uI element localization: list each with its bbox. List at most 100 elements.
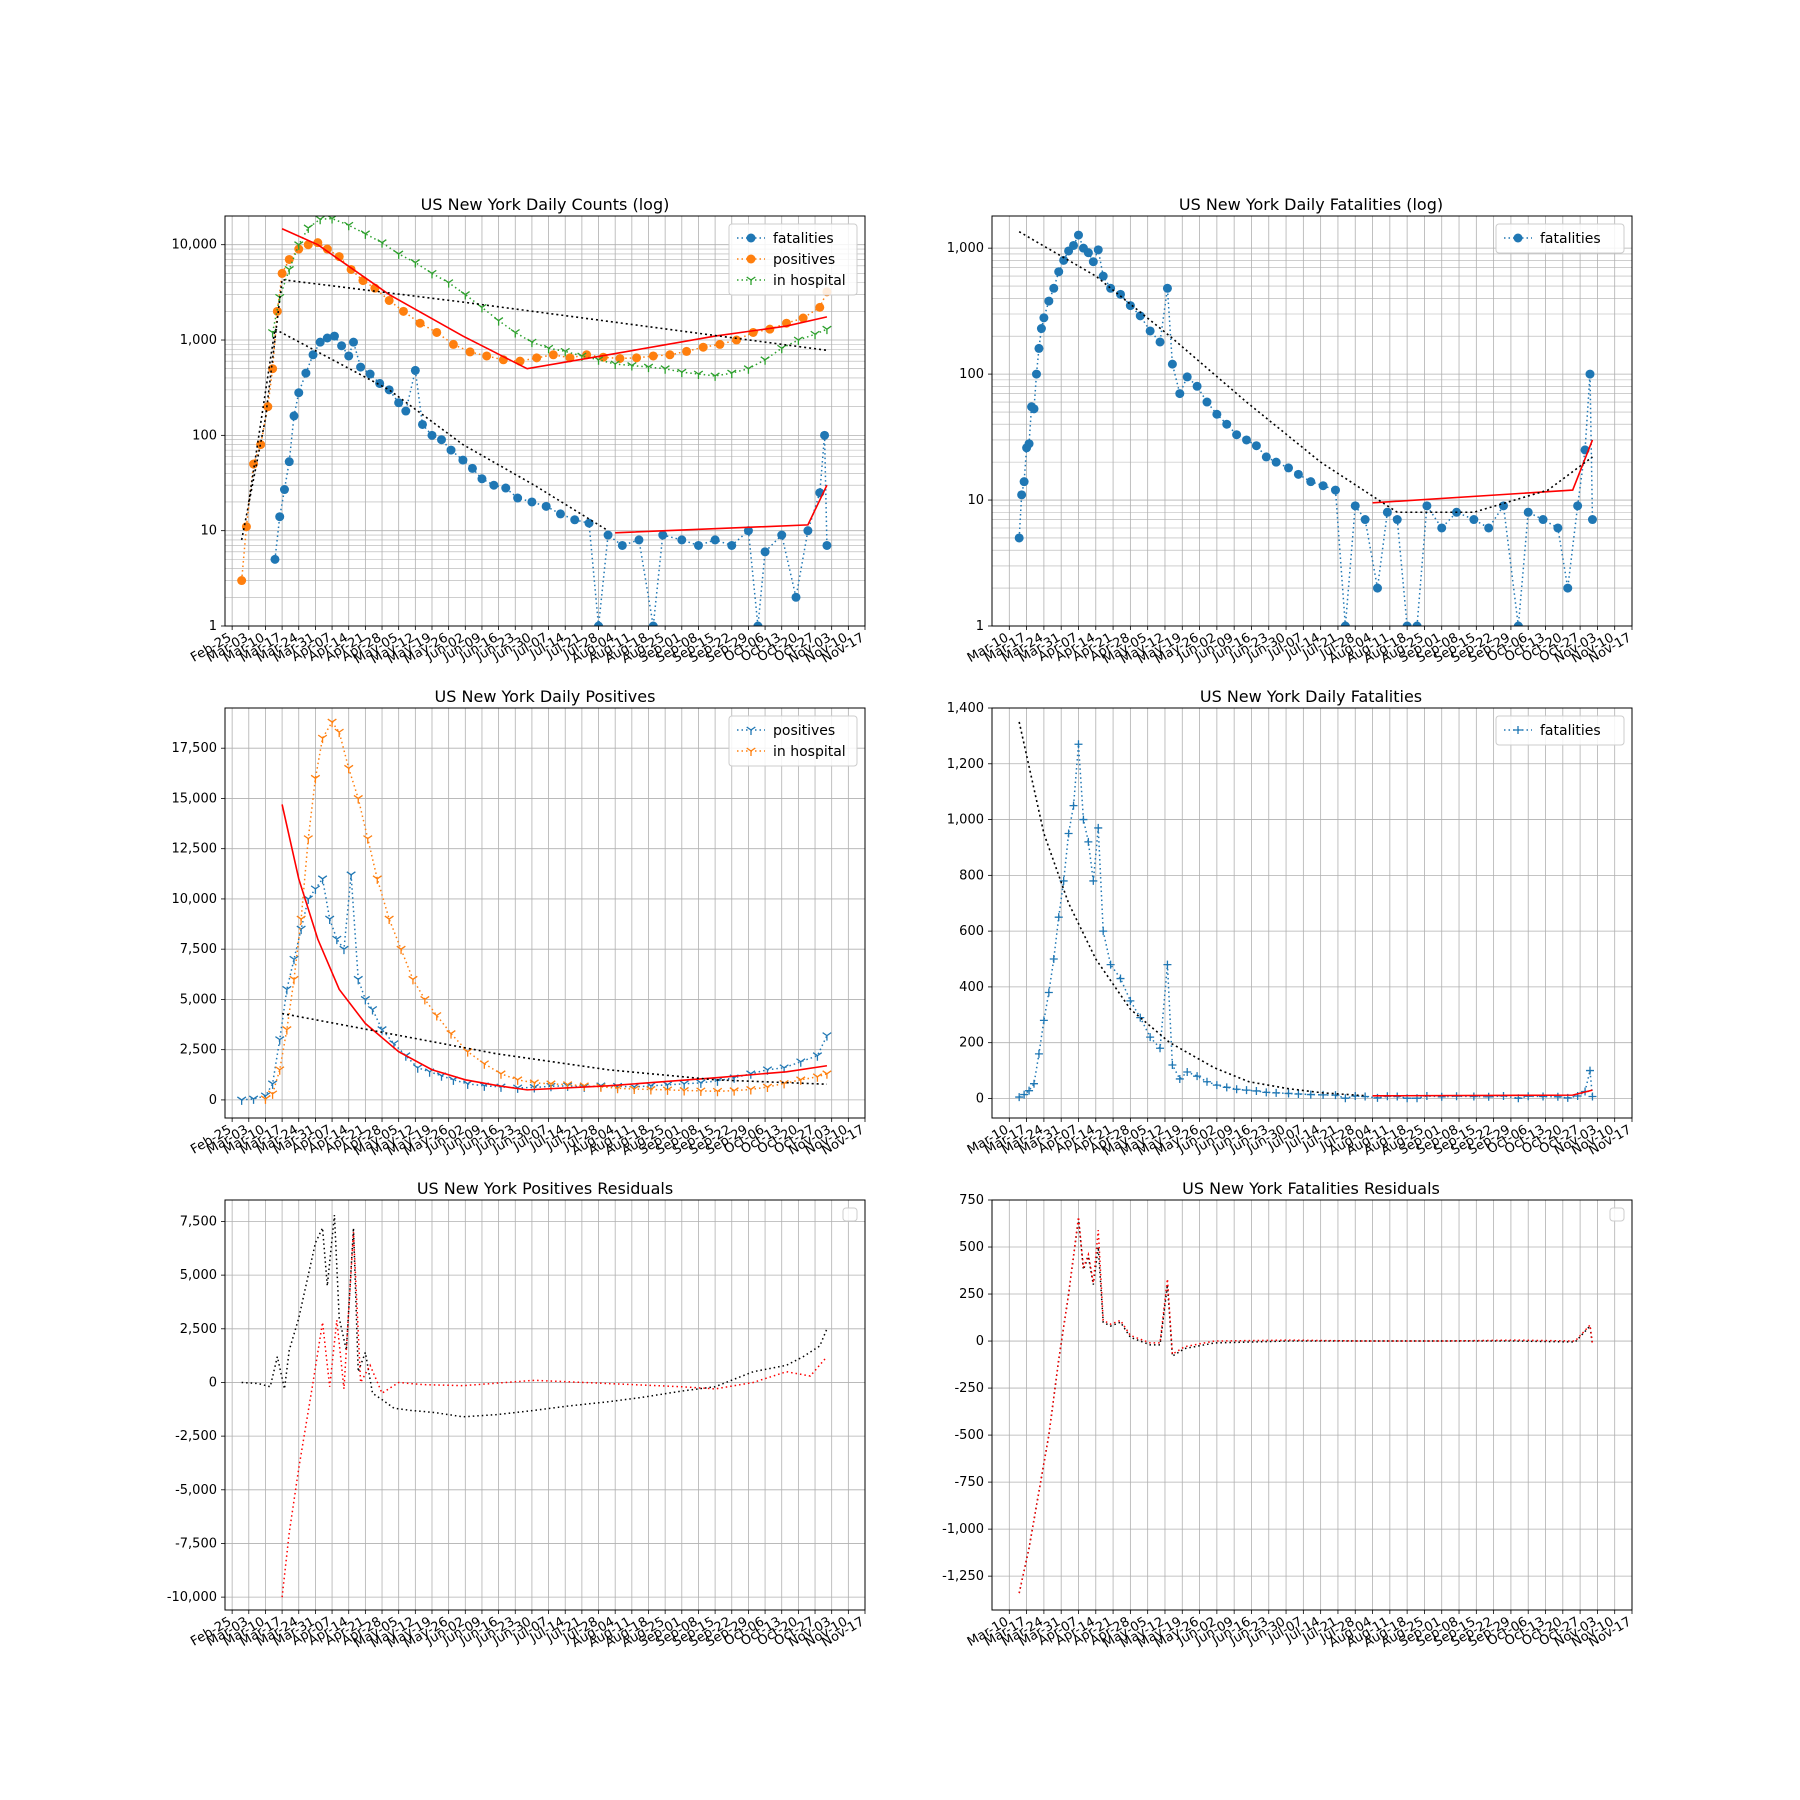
data-point-fatalities <box>322 333 332 343</box>
data-point-fatalities <box>1183 1067 1192 1076</box>
y-tick-label: -5,000 <box>175 1483 217 1498</box>
data-point-in-hospital <box>746 1085 756 1095</box>
plot-area <box>241 1214 828 1598</box>
data-point-fatalities <box>1031 369 1041 379</box>
panel-counts-log: US New York Daily Counts (log) Feb-25Mar… <box>172 195 868 667</box>
data-point-in-hospital <box>303 224 313 233</box>
panel-title: US New York Daily Fatalities <box>1200 687 1422 706</box>
y-tick-label: 10 <box>967 493 984 508</box>
data-point-fatalities <box>1272 1088 1281 1097</box>
series-line-positives <box>241 874 828 1101</box>
data-point-fatalities <box>1306 477 1316 487</box>
panel-positives-linear: US New York Daily Positives Feb-25Mar-03… <box>172 687 868 1159</box>
data-point-positives <box>662 1081 673 1090</box>
data-point-positives <box>732 335 742 345</box>
fit-line <box>1372 1089 1593 1097</box>
data-point-fatalities <box>1115 289 1125 299</box>
data-point-positives <box>815 302 825 312</box>
data-point-fatalities <box>294 388 304 398</box>
data-point-fatalities <box>1116 974 1125 983</box>
y-tick-label: -2,500 <box>175 1429 217 1444</box>
legend-label: in hospital <box>773 744 846 760</box>
data-point-fatalities <box>1163 960 1172 969</box>
data-point-in-hospital <box>822 325 832 335</box>
data-point-in-hospital <box>510 328 520 338</box>
data-point-fatalities <box>570 515 580 525</box>
fit-line <box>1372 439 1594 504</box>
data-point-fatalities <box>1261 452 1271 462</box>
legend-marker <box>746 276 756 285</box>
series-line-residual <box>241 1214 828 1418</box>
y-tick-label: 12,500 <box>172 842 218 857</box>
data-point-fatalities <box>1020 1090 1029 1099</box>
panel-positives-residuals: US New York Positives Residuals Feb-25Ma… <box>167 1179 867 1651</box>
plot-area <box>1014 230 1597 626</box>
data-point-fatalities <box>1499 501 1509 511</box>
data-point-positives <box>317 875 328 884</box>
trend-line <box>248 327 609 532</box>
data-point-in-hospital <box>793 336 804 346</box>
data-point-in-hospital <box>260 1095 271 1104</box>
data-point-fatalities <box>1293 469 1303 479</box>
data-point-in-hospital <box>410 258 421 268</box>
data-point-fatalities <box>1341 1094 1350 1103</box>
data-point-in-hospital <box>443 279 454 288</box>
data-point-in-hospital <box>294 241 304 250</box>
data-point-in-hospital <box>696 1087 706 1096</box>
y-tick-label: 10 <box>200 524 217 539</box>
data-point-fatalities <box>315 337 325 347</box>
panel-title: US New York Daily Fatalities (log) <box>1179 195 1443 214</box>
data-point-fatalities <box>1192 381 1202 391</box>
data-point-fatalities <box>1553 523 1563 533</box>
data-point-in-hospital <box>317 734 328 744</box>
data-point-fatalities <box>1513 621 1523 626</box>
legend-label: in hospital <box>773 273 846 289</box>
panel-title: US New York Fatalities Residuals <box>1182 1179 1440 1198</box>
data-point-in-hospital <box>693 370 704 380</box>
data-point-fatalities <box>467 463 477 473</box>
data-point-fatalities <box>1135 311 1145 321</box>
y-tick-label: 17,500 <box>172 741 218 756</box>
data-point-fatalities <box>1306 1090 1315 1099</box>
y-tick-label: -750 <box>954 1475 984 1490</box>
series-line-residual <box>1018 1216 1594 1594</box>
data-point-fatalities <box>1015 1093 1024 1102</box>
y-tick-label: -10,000 <box>167 1590 217 1605</box>
data-point-fatalities <box>289 411 299 421</box>
data-point-fatalities <box>791 592 801 602</box>
data-point-fatalities <box>1539 1092 1548 1101</box>
data-point-in-hospital <box>822 1070 832 1079</box>
data-point-positives <box>796 1058 806 1067</box>
y-tick-label: 100 <box>959 367 984 382</box>
data-point-positives <box>615 353 625 363</box>
data-point-fatalities <box>1222 419 1232 429</box>
data-point-in-hospital <box>610 360 620 370</box>
data-point-fatalities <box>1469 1092 1478 1101</box>
data-point-fatalities <box>820 430 830 440</box>
data-point-in-hospital <box>360 230 371 239</box>
y-tick-label: -1,250 <box>942 1569 984 1584</box>
data-point-in-hospital <box>353 794 363 804</box>
data-point-fatalities <box>658 530 668 540</box>
data-point-fatalities <box>437 435 447 445</box>
y-tick-label: 0 <box>976 1091 984 1106</box>
data-point-fatalities <box>1318 481 1328 491</box>
data-point-positives <box>715 339 725 349</box>
data-point-fatalities <box>634 535 644 545</box>
data-point-positives <box>282 985 292 995</box>
data-point-fatalities <box>1025 1086 1034 1095</box>
data-point-fatalities <box>1069 801 1078 810</box>
data-point-positives <box>346 871 356 880</box>
legend-box <box>842 1207 858 1222</box>
panel-fatalities-log: US New York Daily Fatalities (log) Mar-1… <box>947 195 1634 667</box>
data-point-fatalities <box>1044 988 1053 997</box>
series-line-in-hospital <box>265 720 828 1100</box>
data-point-in-hospital <box>596 1083 606 1092</box>
data-point-in-hospital <box>627 361 637 371</box>
legend-label: positives <box>773 252 835 268</box>
legend-box <box>728 715 858 767</box>
data-point-fatalities <box>1182 372 1192 382</box>
data-point-fatalities <box>1106 283 1116 293</box>
data-point-in-hospital <box>327 718 337 728</box>
data-point-in-hospital <box>493 317 504 326</box>
